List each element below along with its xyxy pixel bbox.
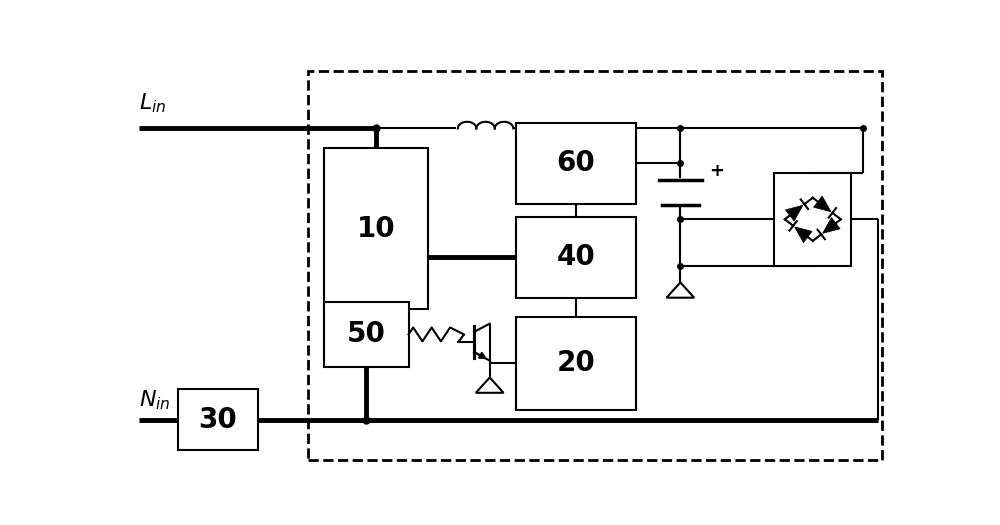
Text: $N_{in}$: $N_{in}$: [139, 388, 171, 412]
Bar: [774, 173, 851, 266]
Bar: [324, 302, 409, 367]
Text: 10: 10: [357, 215, 395, 243]
Polygon shape: [786, 205, 803, 221]
Bar: [178, 388, 258, 450]
Text: 40: 40: [557, 244, 595, 271]
Polygon shape: [823, 217, 840, 233]
Bar: [516, 123, 636, 204]
Bar: [308, 71, 882, 459]
Text: $L_{in}$: $L_{in}$: [139, 91, 167, 114]
Text: 30: 30: [199, 405, 237, 434]
Text: 50: 50: [347, 320, 386, 349]
Polygon shape: [795, 227, 812, 243]
Text: 60: 60: [557, 150, 595, 177]
Text: +: +: [710, 162, 725, 180]
Bar: [516, 217, 636, 298]
Bar: [516, 317, 636, 410]
Bar: [324, 148, 428, 309]
Text: 20: 20: [557, 349, 595, 377]
Polygon shape: [814, 196, 831, 212]
